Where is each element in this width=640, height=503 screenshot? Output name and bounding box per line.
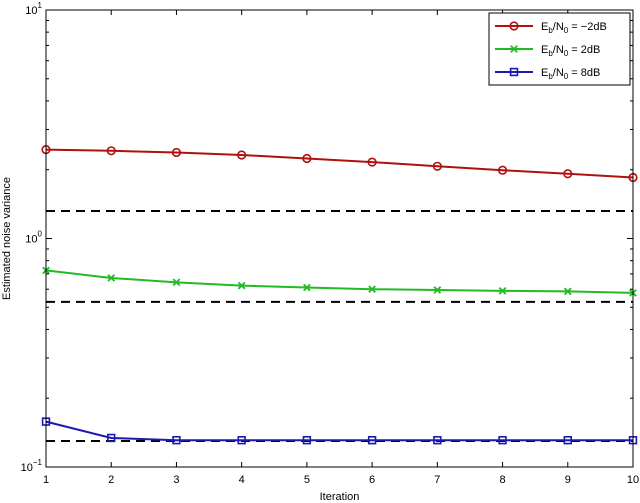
data-point: [367, 157, 377, 167]
reference-lines: [46, 209, 633, 442]
data-point: [497, 165, 508, 175]
legend-label: Eb/N0 = 2dB: [541, 44, 600, 58]
data-point: [237, 281, 246, 290]
x-axis-label: Iteration: [320, 491, 360, 503]
x-tick-label: 4: [239, 474, 245, 486]
x-tick-label: 9: [565, 474, 571, 486]
legend-entry: Eb/N0 = 2dB: [495, 44, 600, 58]
series-2: [42, 266, 637, 297]
data-point: [107, 274, 116, 282]
data-point: [237, 150, 247, 160]
data-point: [563, 287, 572, 296]
series-line: [45, 420, 633, 442]
data-point: [563, 169, 573, 179]
x-tick-label: 8: [499, 474, 505, 486]
x-tick-label: 3: [173, 474, 179, 486]
x-tick-label: 10: [627, 474, 639, 486]
y-tick-label: 10−1: [21, 458, 43, 474]
x-tick-label: 5: [304, 474, 310, 486]
data-point: [172, 436, 181, 445]
x-tick-label: 6: [369, 474, 375, 486]
data-point: [433, 286, 442, 294]
data-point: [302, 436, 312, 445]
data-point: [367, 436, 377, 445]
data-point: [563, 436, 572, 445]
x-tick-label: 1: [43, 474, 49, 486]
data-point: [433, 436, 442, 445]
legend-label: Eb/N0 = −2dB: [541, 21, 607, 35]
legend-marker: [509, 21, 519, 31]
series-3: [41, 417, 638, 445]
data-point: [171, 147, 182, 158]
legend-entry: Eb/N0 = −2dB: [495, 21, 607, 35]
data-point: [432, 161, 442, 171]
data-point: [302, 153, 312, 164]
data-point: [498, 287, 507, 295]
series-line: [45, 148, 634, 179]
legend: Eb/N0 = −2dB Eb/N0 = 2dB Eb/N0 = 8dB: [488, 12, 631, 86]
data-point: [303, 283, 311, 292]
axis-ticks: 1 2 3 4 5 6 7 8 9 10 10−1 100 101: [21, 1, 640, 486]
series-layer: [41, 144, 638, 445]
legend-entry: Eb/N0 = 8dB: [495, 67, 600, 81]
y-tick-label: 101: [25, 1, 42, 17]
data-point: [106, 146, 116, 156]
series-line: [45, 269, 634, 294]
series-1: [41, 144, 638, 183]
data-point: [368, 285, 376, 294]
data-point: [172, 278, 181, 287]
data-point: [237, 436, 246, 445]
legend-label: Eb/N0 = 8dB: [541, 67, 600, 81]
data-point: [107, 433, 116, 443]
y-tick-label: 100: [25, 230, 42, 246]
y-axis-label: Estimated noise variance: [1, 177, 13, 300]
x-tick-label: 2: [108, 474, 114, 486]
legend-marker: [509, 67, 519, 77]
legend-marker: [510, 45, 518, 53]
x-tick-label: 7: [434, 474, 440, 486]
data-point: [498, 436, 507, 445]
